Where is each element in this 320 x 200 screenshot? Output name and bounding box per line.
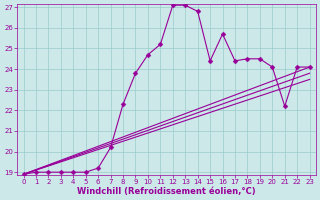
X-axis label: Windchill (Refroidissement éolien,°C): Windchill (Refroidissement éolien,°C) <box>77 187 256 196</box>
